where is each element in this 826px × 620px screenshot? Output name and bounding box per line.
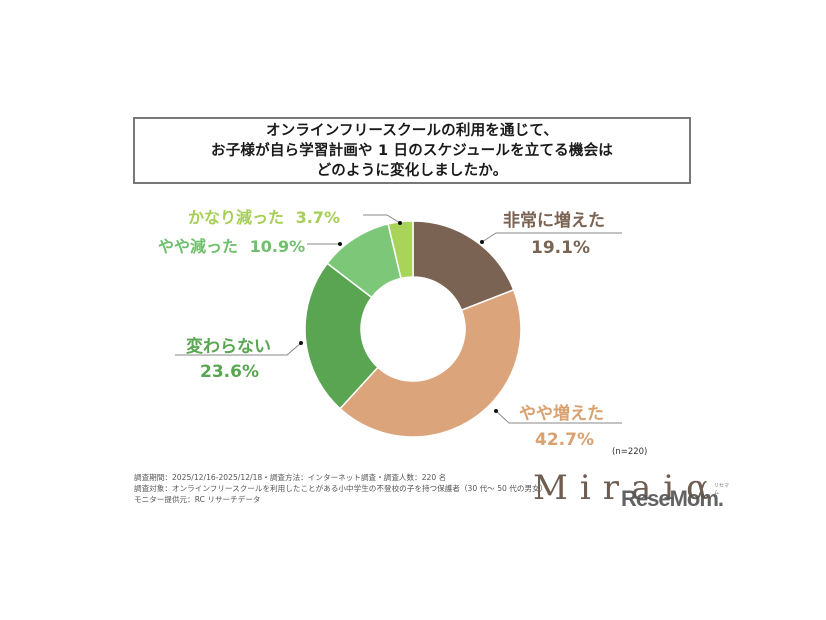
label-very-increased-value: 19.1% [531, 238, 590, 258]
label-very-increased-name: 非常に増えた [503, 211, 605, 231]
mirai-logo-text: Miraiα [533, 468, 722, 508]
donut-slice [304, 262, 379, 410]
label-slightly-decreased-name: やや減った [158, 237, 239, 256]
resemom-kana: リセマム [714, 483, 730, 496]
label-unchanged-value: 23.6% [200, 362, 259, 382]
survey-provider-note: モニター提供元：RC リサーチデータ [134, 495, 261, 504]
survey-notes: 調査期間：2025/12/16-2025/12/18・調査方法：インターネット調… [134, 472, 547, 505]
label-much-decreased-value: 3.7% [295, 208, 340, 227]
chart-title-line-1: オンラインフリースクールの利用を通じて、 [265, 122, 559, 139]
survey-target-note: 調査対象：オンラインフリースクールを利用したことがある小中学生の不登校の子を持つ… [134, 484, 548, 493]
label-slightly-decreased: やや減った 10.9% [158, 233, 305, 257]
label-slightly-decreased-value: 10.9% [249, 237, 306, 256]
donut-slices [304, 220, 522, 438]
donut-slice [387, 220, 414, 280]
label-much-decreased: かなり減った 3.7% [188, 204, 340, 228]
survey-period-note: 調査期間：2025/12/16-2025/12/18・調査方法：インターネット調… [134, 473, 447, 482]
leader-line-unchanged [175, 342, 302, 356]
chart-title-line-3: どのように変化しましたか。 [316, 162, 508, 179]
leader-line-very-increased [481, 232, 622, 243]
chart-title-line-2: お子様が自ら学習計画や 1 日のスケジュールを立てる機会は [211, 142, 613, 159]
label-slightly-increased-value: 42.7% [535, 430, 594, 450]
leader-line-slightly-increased [495, 410, 622, 424]
leader-lines [175, 214, 622, 424]
resemom-watermark: ReseMom. [621, 486, 724, 511]
sample-size-label: (n=220) [612, 447, 648, 457]
leader-dots [299, 221, 498, 413]
label-slightly-increased-name: やや増えた [519, 404, 604, 424]
leader-line-much-decreased [363, 214, 401, 224]
brand-logo: Miraiα リセマム ReseMom. [533, 468, 733, 512]
chart-title-box: オンラインフリースクールの利用を通じて、 お子様が自ら学習計画や 1 日のスケジ… [133, 117, 691, 184]
label-much-decreased-name: かなり減った [188, 208, 285, 227]
donut-slice [339, 288, 522, 438]
label-unchanged-name: 変わらない [186, 337, 271, 357]
